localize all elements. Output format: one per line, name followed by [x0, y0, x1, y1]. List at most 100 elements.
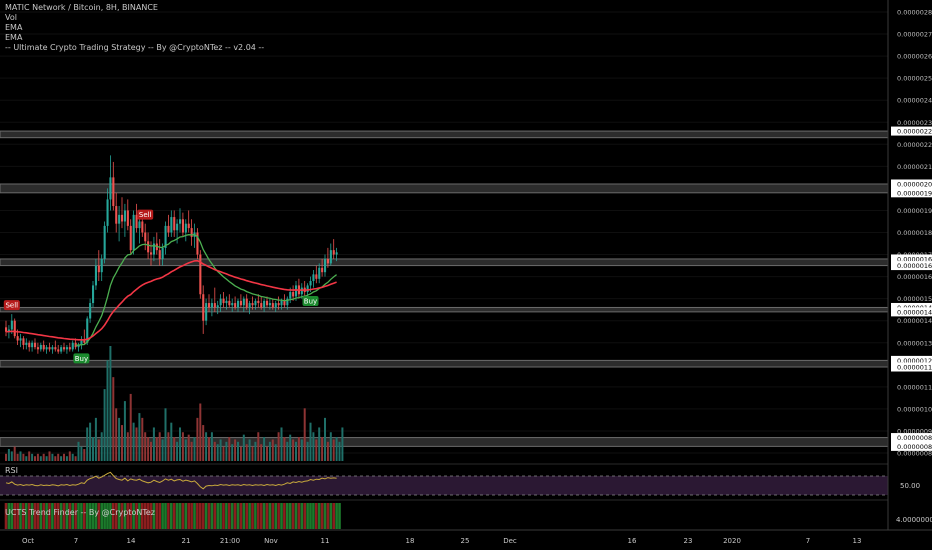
volume-bar — [161, 439, 164, 461]
volume-bar — [260, 444, 263, 461]
trend-bar — [175, 503, 179, 529]
candle-body — [100, 258, 103, 273]
candle-body — [13, 320, 16, 337]
volume-bar — [286, 441, 289, 461]
time-tick-label: 25 — [461, 537, 470, 545]
volume-bar — [295, 441, 297, 461]
candle-body — [141, 221, 144, 233]
volume-bar — [152, 427, 155, 461]
volume-bar — [187, 434, 190, 461]
trend-bar — [4, 503, 8, 529]
volume-bar — [208, 437, 210, 461]
volume-bar — [126, 432, 129, 461]
signal-label: Sell — [5, 302, 18, 310]
volume-bar — [39, 456, 42, 461]
rsi-band — [0, 476, 888, 495]
volume-bar — [77, 441, 80, 461]
candle-body — [92, 285, 95, 304]
candle-body — [239, 300, 242, 306]
volume-bar — [297, 437, 300, 461]
trend-bar — [135, 503, 138, 529]
candle-body — [268, 303, 271, 306]
trend-bar — [59, 503, 63, 529]
volume-bar — [205, 432, 208, 461]
candle-body — [161, 247, 164, 259]
candle-body — [103, 225, 106, 259]
candle-body — [210, 303, 213, 308]
level-label-bg — [891, 261, 932, 271]
level-label-bg — [891, 362, 932, 372]
trend-bar — [42, 503, 45, 529]
level-label: 0.00000226 — [897, 128, 932, 136]
trend-bar — [85, 503, 89, 529]
time-tick-label: 18 — [406, 537, 415, 545]
trend-bar — [204, 503, 208, 529]
volume-bar — [147, 437, 150, 461]
ema-slow-line — [5, 259, 337, 341]
trend-tick-label: 4.00000000 — [896, 516, 932, 524]
trend-bar — [320, 503, 324, 529]
volume-bar — [225, 441, 228, 461]
trend-bar — [141, 503, 144, 529]
trend-bar — [112, 503, 115, 529]
volume-bar — [254, 441, 257, 461]
candle-body — [251, 303, 254, 306]
time-tick-label: 21:00 — [220, 537, 240, 545]
candle-body — [126, 210, 129, 226]
candle-body — [213, 303, 216, 308]
trend-bar — [317, 503, 321, 529]
trend-bar — [332, 503, 335, 529]
volume-bar — [121, 425, 123, 461]
trend-bar — [88, 503, 92, 529]
candle-body — [271, 303, 274, 308]
volume-bar — [271, 439, 274, 461]
candle-body — [289, 292, 292, 299]
candle-body — [179, 219, 182, 224]
candle-body — [5, 327, 8, 332]
volume-bar — [315, 439, 318, 461]
trend-bar — [288, 503, 292, 529]
trend-bar — [271, 503, 275, 529]
trend-bar — [56, 503, 60, 529]
volume-bar — [144, 432, 147, 461]
volume-bar — [312, 432, 315, 461]
candle-body — [132, 214, 135, 251]
candle-body — [202, 294, 205, 321]
trend-finder-label: UCTS Trend Finder -- By @CryptoNTez — [5, 508, 155, 517]
candle-body — [263, 300, 266, 308]
trend-bar — [25, 503, 28, 529]
candle-body — [219, 298, 222, 306]
trend-bar — [236, 503, 240, 529]
trend-bar — [259, 503, 263, 529]
trend-bar — [315, 503, 318, 529]
candle-body — [77, 344, 80, 348]
level-label-bg — [891, 254, 932, 264]
ema-fast-line — [75, 234, 338, 346]
trend-bar — [106, 503, 109, 529]
candle-body — [257, 300, 260, 304]
level-label: 0.00000087 — [897, 434, 932, 442]
buy-signal-marker — [302, 296, 319, 307]
trend-bar — [201, 503, 205, 529]
candle-body — [321, 267, 324, 273]
trend-bar — [71, 503, 74, 529]
volume-bar — [57, 453, 60, 461]
trend-bar — [242, 503, 246, 529]
candle-body — [164, 225, 167, 248]
volume-bar — [10, 451, 13, 461]
volume-bar — [132, 422, 135, 461]
volume-bar — [141, 417, 144, 461]
zone-band — [0, 306, 889, 313]
trend-bar — [158, 503, 161, 529]
volume-bar — [42, 453, 45, 461]
candle-body — [89, 303, 92, 319]
trend-bar — [65, 503, 69, 529]
candle-body — [300, 287, 303, 295]
volume-bar — [164, 408, 167, 461]
trade-signals: Sell Buy Sell Buy — [3, 209, 319, 364]
